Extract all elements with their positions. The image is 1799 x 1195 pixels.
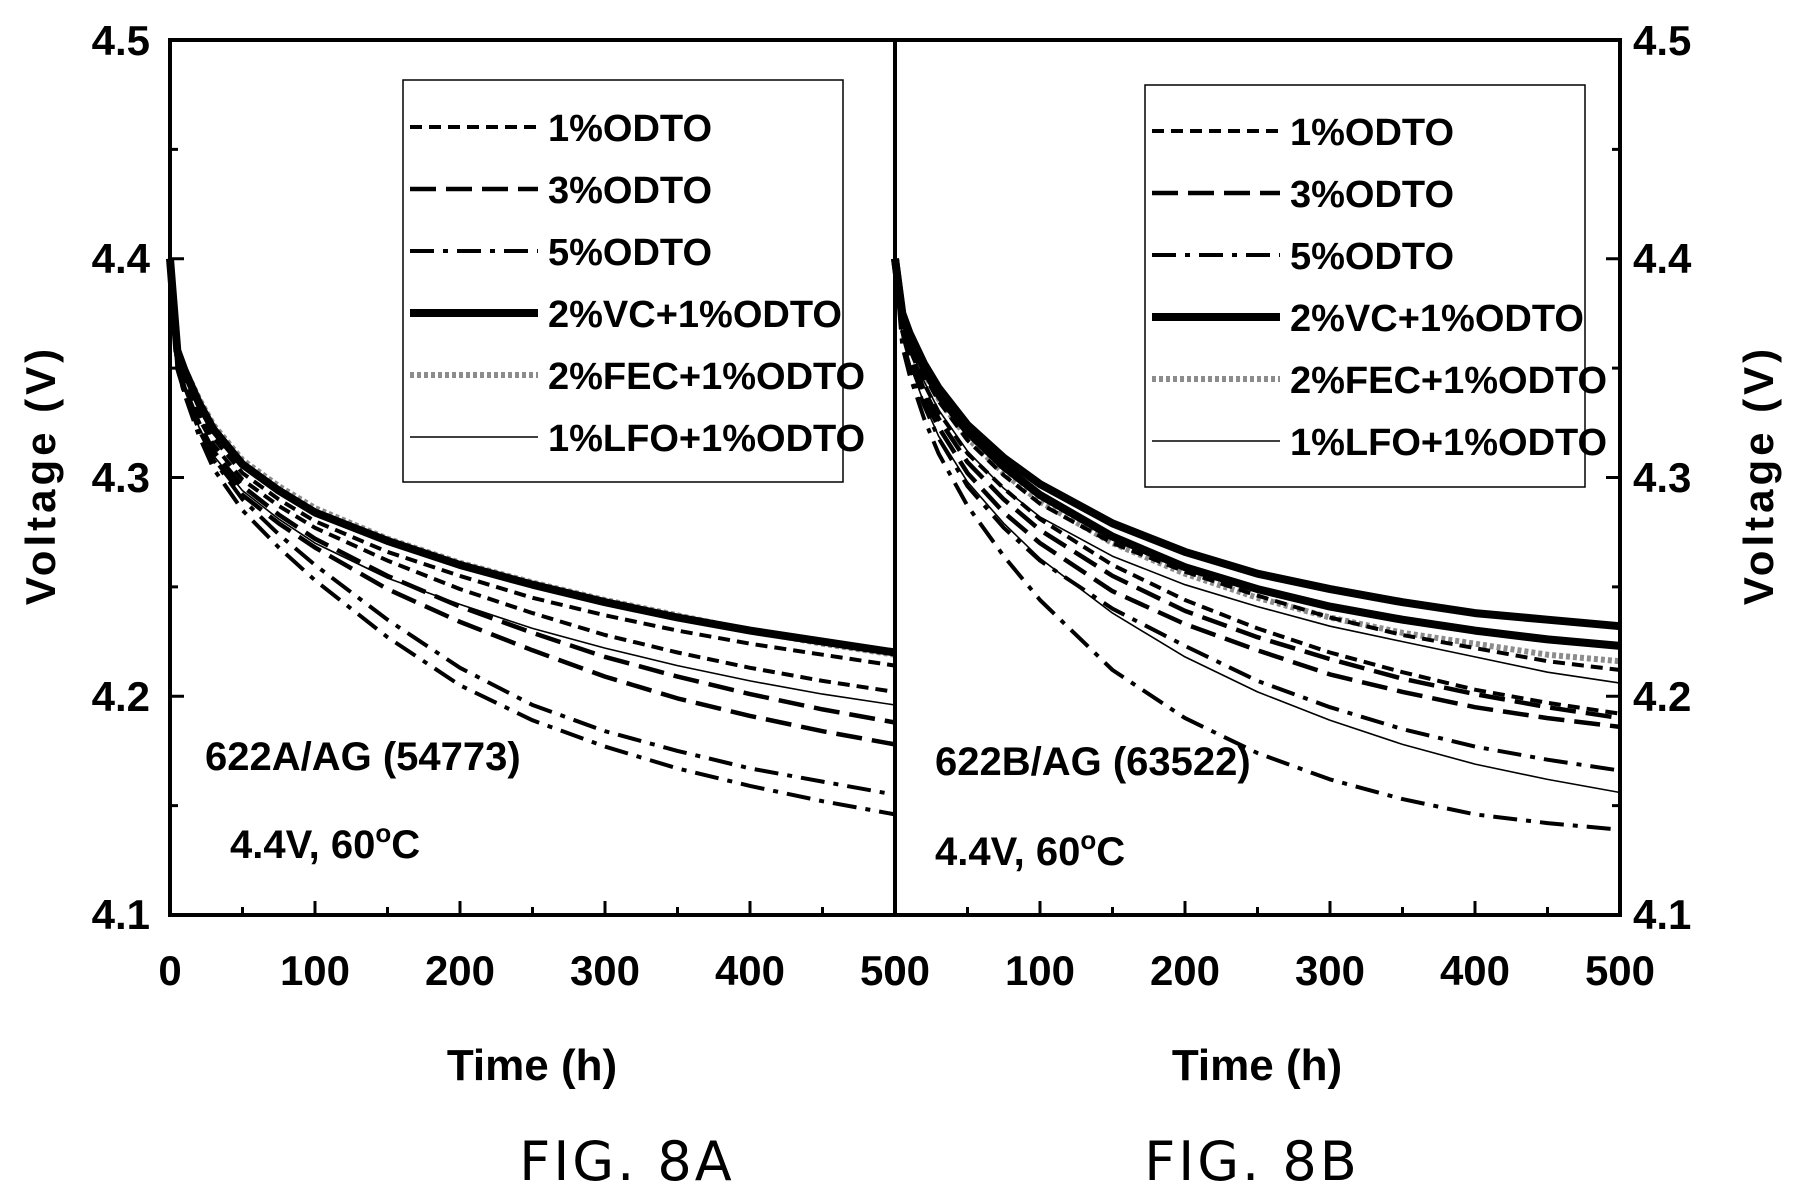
x-tick-label: 100 (1005, 947, 1075, 994)
legend-label: 3%ODTO (548, 170, 712, 212)
x-tick-label: 0 (883, 947, 906, 994)
y-tick-label: 4.2 (1633, 673, 1691, 720)
y-tick-label: 4.5 (1633, 17, 1691, 64)
degree-unit: C (1096, 830, 1125, 874)
y-axis-title: Voltage (V) (17, 345, 64, 605)
y-tick-label: 4.1 (92, 891, 150, 938)
x-tick-label: 400 (1440, 947, 1510, 994)
cell-annotation: 622B/AG (63522) (935, 740, 1251, 784)
x-tick-label: 500 (1585, 947, 1655, 994)
y-tick-label: 4.3 (92, 454, 150, 501)
condition-annotation: 4.4V, 60oC (230, 818, 420, 867)
degree-unit: C (391, 823, 420, 867)
x-tick-label: 500 (860, 947, 930, 994)
chart-panel-fig-8b: 4.5 4.4 4.3 4.2 4.1 0 100 200 300 400 50… (883, 17, 1782, 1193)
condition-value: 4.4V, 60 (230, 823, 375, 867)
legend-label: 1%LFO+1%ODTO (548, 418, 865, 460)
series-line-2%VC+1%ODTO-run-1 (166, 258, 896, 657)
x-tick-label: 0 (158, 947, 181, 994)
degree-symbol: o (375, 818, 391, 848)
series-line-3%ODTO-run-2 (892, 258, 1621, 730)
legend-box (402, 79, 844, 483)
legend-label: 2%VC+1%ODTO (1290, 298, 1584, 340)
legend-label: 1%LFO+1%ODTO (1290, 422, 1607, 464)
figure-caption: FIG. 8B (1144, 1130, 1360, 1193)
legend-box (1144, 84, 1586, 488)
x-tick-label: 300 (1295, 947, 1365, 994)
series-line-2%VC+1%ODTO-run-2 (891, 258, 1621, 650)
y-tick-label: 4.3 (1633, 454, 1691, 501)
y-tick-label: 4.4 (1633, 235, 1692, 282)
y-tick-label: 4.4 (92, 235, 151, 282)
series-layer-fig-8b (891, 258, 1621, 832)
series-line-1%ODTO-run-2 (168, 258, 896, 694)
legend-label: 2%FEC+1%ODTO (1290, 360, 1607, 402)
legend-swatches (410, 125, 538, 438)
legend-label: 5%ODTO (1290, 236, 1454, 278)
series-line-1%LFO+1%ODTO-run-1 (894, 258, 1621, 684)
legend-swatches (1152, 129, 1280, 442)
degree-symbol: o (1080, 825, 1096, 855)
condition-annotation: 4.4V, 60oC (935, 825, 1125, 874)
legend-fig-8a: 1%ODTO 3%ODTO 5%ODTO 2%VC+1%ODTO 2%FEC+1… (402, 79, 865, 483)
legend-label: 1%ODTO (1290, 112, 1454, 154)
series-line-5%ODTO-run-1 (893, 258, 1621, 773)
x-tick-label: 200 (1150, 947, 1220, 994)
y-tick-label: 4.2 (92, 673, 150, 720)
y-tick-label: 4.5 (92, 17, 150, 64)
x-axis-title: Time (h) (1172, 1041, 1342, 1090)
y-axis-title: Voltage (V) (1735, 345, 1782, 605)
x-tick-label: 300 (570, 947, 640, 994)
legend-label: 1%ODTO (548, 108, 712, 150)
x-tick-label: 200 (425, 947, 495, 994)
y-tick-label: 4.1 (1633, 891, 1691, 938)
tick-marks-fig-8b (893, 38, 1622, 917)
cell-annotation: 622A/AG (54773) (205, 735, 521, 779)
legend-fig-8b: 1%ODTO 3%ODTO 5%ODTO 2%VC+1%ODTO 2%FEC+1… (1144, 84, 1607, 488)
x-axis-title: Time (h) (447, 1041, 617, 1090)
figure-caption: FIG. 8A (519, 1130, 734, 1193)
legend-label: 2%VC+1%ODTO (548, 294, 842, 336)
series-line-1%ODTO-run-2 (893, 258, 1621, 716)
chart-panel-fig-8a: 4.5 4.4 4.3 4.2 4.1 0 100 200 300 400 50… (17, 17, 930, 1193)
x-tick-label: 400 (715, 947, 785, 994)
condition-value: 4.4V, 60 (935, 830, 1080, 874)
series-line-5%ODTO-run-2 (893, 258, 1621, 832)
series-layer-fig-8a (166, 258, 896, 817)
legend-label: 3%ODTO (1290, 174, 1454, 216)
legend-label: 5%ODTO (548, 232, 712, 274)
legend-label: 2%FEC+1%ODTO (548, 356, 865, 398)
x-tick-label: 100 (280, 947, 350, 994)
series-line-5%ODTO-run-2 (168, 258, 896, 817)
